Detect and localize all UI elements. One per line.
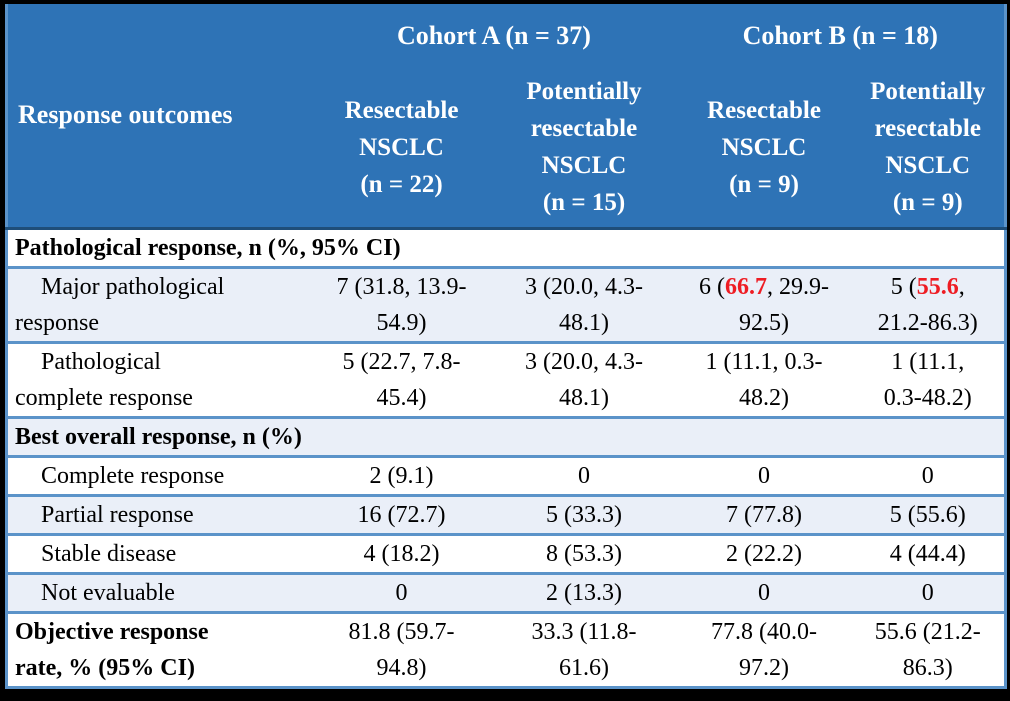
cell-pcr-label: Pathological complete response (15, 348, 193, 411)
cell-mpr-cohort-b-resectable: 6 (66.7, 29.9- 92.5) (677, 267, 852, 342)
header-cohort-b: Cohort B (n = 18) (676, 4, 1006, 68)
header-cohort-a-potentially-resectable: Potentially resectable NSCLC (n = 15) (491, 68, 677, 230)
table-body: Pathological response, n (%, 95% CI) Maj… (6, 228, 1006, 687)
header-cohort-row: Response outcomes Cohort A (n = 37) Coho… (6, 4, 1006, 230)
cell-ne-cohort-b-resectable: 0 (758, 579, 770, 606)
cell-sd-label: Stable disease (41, 540, 177, 567)
mpr-b-pot-suffix: , 21.2-86.3) (877, 273, 978, 336)
header-cohort-a-resectable: Resectable NSCLC (n = 22) (311, 68, 492, 230)
cell-cr-cohort-a-potentially-resectable: 0 (578, 462, 590, 489)
table-header: Response outcomes Cohort A (n = 37) Coho… (6, 4, 1006, 230)
cell-orr-label: Objective response rate, % (95% CI) (15, 618, 209, 681)
cell-orr-cohort-a-resectable: 81.8 (59.7- 94.8) (348, 618, 455, 681)
cell-mpr-label: Major pathological response (15, 273, 225, 336)
mpr-b-pot-highlight-value: 55.6 (916, 273, 959, 300)
mpr-b-res-prefix: 6 ( (699, 273, 725, 300)
header-cohort-a: Cohort A (n = 37) (311, 4, 677, 68)
header-cohort-b-potentially-resectable: Potentially resectable NSCLC (n = 9) (851, 68, 1006, 230)
cell-pr-cohort-a-resectable: 16 (72.7) (357, 501, 446, 528)
response-outcomes-table: Response outcomes Cohort A (n = 37) Coho… (5, 4, 1007, 689)
cell-cr-cohort-a-resectable: 2 (9.1) (369, 462, 434, 489)
cell-sd-cohort-a-resectable: 4 (18.2) (363, 540, 440, 567)
cell-sd-cohort-a-potentially-resectable: 8 (53.3) (546, 540, 622, 567)
header-response-outcomes: Response outcomes (6, 4, 312, 230)
cell-ne-cohort-a-resectable: 0 (395, 579, 408, 606)
row-stable-disease: Stable disease 4 (18.2) 8 (53.3) 2 (22.2… (6, 534, 1006, 573)
cell-sd-cohort-b-potentially-resectable: 4 (44.4) (889, 540, 966, 567)
row-pathological-complete-response: Pathological complete response 5 (22.7, … (6, 342, 1006, 417)
mpr-b-pot-prefix: 5 ( (890, 273, 917, 300)
cell-ne-cohort-b-potentially-resectable: 0 (921, 579, 934, 606)
row-major-pathological-response: Major pathological response 7 (31.8, 13.… (6, 267, 1006, 342)
cell-mpr-cohort-a-resectable: 7 (31.8, 13.9- 54.9) (336, 273, 467, 336)
cell-ne-cohort-a-potentially-resectable: 2 (13.3) (546, 579, 622, 606)
cell-orr-cohort-b-potentially-resectable: 55.6 (21.2- 86.3) (874, 618, 981, 681)
cell-pcr-cohort-b-potentially-resectable: 1 (11.1, 0.3-48.2) (883, 348, 972, 411)
cell-cr-cohort-b-potentially-resectable: 0 (921, 462, 934, 489)
cell-cr-label: Complete response (41, 462, 225, 489)
row-partial-response: Partial response 16 (72.7) 5 (33.3) 7 (7… (6, 495, 1006, 534)
cell-cr-cohort-b-resectable: 0 (758, 462, 770, 489)
cell-pcr-cohort-a-potentially-resectable: 3 (20.0, 4.3- 48.1) (525, 348, 643, 411)
row-objective-response-rate: Objective response rate, % (95% CI) 81.8… (7, 612, 1006, 687)
section-pathological-response: Pathological response, n (%, 95% CI) (6, 228, 1006, 267)
cell-pr-cohort-a-potentially-resectable: 5 (33.3) (546, 501, 622, 528)
mpr-b-res-highlight-value: 66.7 (725, 273, 767, 300)
cell-orr-cohort-b-resectable: 77.8 (40.0- 97.2) (711, 618, 817, 681)
header-subgroup-row: Resectable NSCLC (n = 22) Potentially re… (7, 68, 1006, 230)
cell-pcr-cohort-b-resectable: 1 (11.1, 0.3- 48.2) (705, 348, 823, 411)
section-best-overall-response-label: Best overall response, n (%) (15, 423, 302, 450)
cell-orr-cohort-a-potentially-resectable: 33.3 (11.8- 61.6) (531, 618, 637, 681)
row-not-evaluable: Not evaluable 0 2 (13.3) 0 0 (6, 573, 1006, 612)
cell-pr-label: Partial response (41, 501, 194, 528)
cell-pr-cohort-b-potentially-resectable: 5 (55.6) (889, 501, 966, 528)
section-best-overall-response: Best overall response, n (%) (6, 417, 1006, 456)
header-cohort-b-resectable: Resectable NSCLC (n = 9) (676, 68, 852, 230)
section-pathological-response-label: Pathological response, n (%, 95% CI) (15, 234, 401, 261)
mpr-b-res-suffix: , 29.9- 92.5) (739, 273, 829, 336)
cell-pcr-cohort-a-resectable: 5 (22.7, 7.8- 45.4) (342, 348, 461, 411)
cell-mpr-cohort-b-potentially-resectable: 5 (55.6, 21.2-86.3) (852, 267, 1006, 342)
cell-sd-cohort-b-resectable: 2 (22.2) (726, 540, 802, 567)
cell-ne-label: Not evaluable (41, 579, 175, 606)
cell-pr-cohort-b-resectable: 7 (77.8) (726, 501, 802, 528)
row-complete-response: Complete response 2 (9.1) 0 0 0 (6, 456, 1006, 495)
cell-mpr-cohort-a-potentially-resectable: 3 (20.0, 4.3- 48.1) (525, 273, 643, 336)
